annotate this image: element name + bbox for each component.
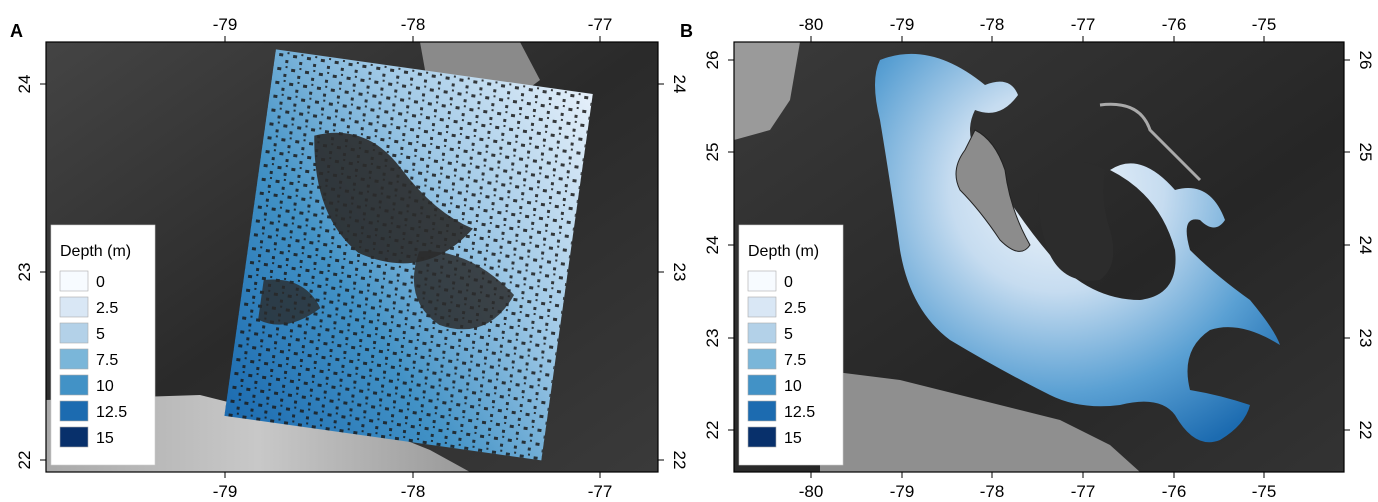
panel-b-land-cuba — [820, 370, 1140, 472]
legend-label: 15 — [96, 430, 114, 447]
panel-b-deep-channel — [1038, 162, 1114, 281]
panel-b-right-y-tick: 22 — [1356, 421, 1375, 440]
legend-swatch — [59, 374, 89, 396]
panel-b-bottom-x-tick: -78 — [980, 482, 1005, 501]
panel-a-legend: Depth (m) 0 2.5 5 7.5 10 12.5 15 — [50, 224, 156, 466]
legend-swatch — [747, 400, 777, 422]
legend-swatch — [59, 400, 89, 422]
panel-b-right-y-tick: 26 — [1356, 51, 1375, 70]
panel-b-left-y-tick: 25 — [703, 143, 722, 162]
legend-title: Depth (m) — [748, 243, 819, 260]
panel-a-top-x-tick: -79 — [213, 15, 238, 34]
panel-b-letter: B — [680, 21, 693, 41]
panel-a-right-y-tick: 22 — [670, 451, 689, 470]
legend-swatch — [747, 322, 777, 344]
legend-swatch — [747, 348, 777, 370]
panel-a-right-y-tick: 23 — [670, 263, 689, 282]
panel-a-frame — [45, 41, 659, 473]
panel-b-left-y-tick: 22 — [703, 421, 722, 440]
panel-a-bottom-x-tick: -77 — [588, 482, 613, 501]
panel-b-top-x-tick: -80 — [799, 15, 824, 34]
panel-a-left-y-tick: 23 — [15, 263, 34, 282]
panel-b-right-y-tick: 25 — [1356, 143, 1375, 162]
panel-a: A -79 -78 -77 -79 -78 -77 24 23 22 24 23… — [10, 15, 689, 501]
legend-swatch — [59, 322, 89, 344]
legend-swatch — [747, 296, 777, 318]
legend-label: 7.5 — [96, 352, 118, 369]
panel-a-bottom-x-tick: -79 — [213, 482, 238, 501]
legend-swatch — [747, 426, 777, 448]
legend-label: 12.5 — [784, 404, 815, 421]
panel-a-letter: A — [10, 21, 23, 41]
panel-b-tick-marks — [728, 36, 1350, 478]
panel-b-bottom-x-tick: -79 — [890, 482, 915, 501]
panel-b-top-x-tick: -75 — [1252, 15, 1277, 34]
panel-a-top-x-tick: -78 — [401, 15, 426, 34]
panel-b-frame — [733, 41, 1345, 473]
panel-b-land-florida — [734, 42, 800, 140]
panel-b: B -80 -79 -78 -77 -76 -75 -80 -79 -78 -7… — [680, 15, 1375, 501]
legend-label: 5 — [784, 326, 793, 343]
panel-b-island-chain — [1099, 102, 1202, 182]
legend-swatch — [747, 270, 777, 292]
legend-swatch — [59, 426, 89, 448]
panel-b-left-y-tick: 24 — [703, 236, 722, 255]
panel-b-top-x-tick: -76 — [1162, 15, 1187, 34]
panel-b-land-andros — [955, 129, 1031, 252]
panel-a-bottom-x-tick: -78 — [401, 482, 426, 501]
panel-b-top-x-tick: -78 — [980, 15, 1005, 34]
panel-a-depth-swath — [224, 49, 593, 461]
legend-label: 10 — [784, 378, 802, 395]
legend-label: 10 — [96, 378, 114, 395]
panel-b-bottom-x-tick: -80 — [799, 482, 824, 501]
legend-title: Depth (m) — [60, 243, 131, 260]
legend-swatch — [59, 296, 89, 318]
legend-label: 0 — [784, 274, 793, 291]
panel-b-bottom-x-tick: -75 — [1252, 482, 1277, 501]
panel-a-right-y-tick: 24 — [670, 75, 689, 94]
panel-b-legend: Depth (m) 0 2.5 5 7.5 10 12.5 15 — [738, 224, 844, 466]
panel-a-tick-marks — [40, 36, 664, 478]
panel-b-right-y-tick: 23 — [1356, 329, 1375, 348]
panel-b-bottom-x-tick: -76 — [1162, 482, 1187, 501]
panel-b-top-x-tick: -77 — [1071, 15, 1096, 34]
legend-label: 2.5 — [784, 300, 806, 317]
legend-swatch — [59, 348, 89, 370]
panel-a-top-x-tick: -77 — [588, 15, 613, 34]
legend-label: 15 — [784, 430, 802, 447]
legend-swatch — [59, 270, 89, 292]
panel-a-left-y-tick: 24 — [15, 75, 34, 94]
legend-label: 7.5 — [784, 352, 806, 369]
legend-label: 2.5 — [96, 300, 118, 317]
legend-swatch — [747, 374, 777, 396]
panel-b-top-x-tick: -79 — [890, 15, 915, 34]
panel-b-bottom-x-tick: -77 — [1071, 482, 1096, 501]
legend-label: 5 — [96, 326, 105, 343]
panel-b-bank-depth — [875, 53, 1280, 443]
legend-label: 0 — [96, 274, 105, 291]
legend-label: 12.5 — [96, 404, 127, 421]
panel-b-right-y-tick: 24 — [1356, 236, 1375, 255]
panel-a-left-y-tick: 22 — [15, 451, 34, 470]
panel-b-left-y-tick: 23 — [703, 329, 722, 348]
panel-b-left-y-tick: 26 — [703, 51, 722, 70]
